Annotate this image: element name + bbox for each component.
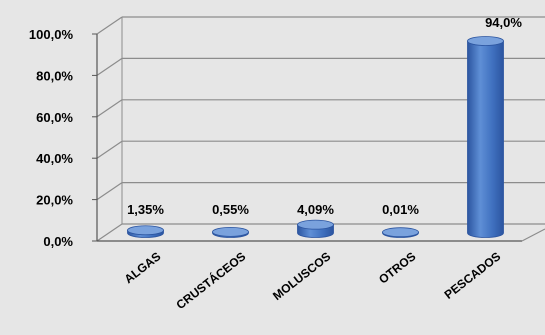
axes: [96, 17, 545, 242]
y-tick-label: 100,0%: [29, 27, 74, 42]
x-tick-label: OTROS: [376, 249, 418, 286]
x-tick-label: MOLUSCOS: [270, 249, 333, 303]
bar-crustáceos: [212, 226, 249, 238]
bars: [127, 36, 504, 238]
data-label: 0,01%: [382, 202, 419, 217]
gridline: [92, 16, 545, 35]
y-tick-label: 60,0%: [36, 110, 73, 125]
y-tick-label: 0,0%: [43, 234, 73, 249]
bar-moluscos: [297, 219, 334, 238]
x-tick-label: PESCADOS: [442, 249, 504, 302]
floor-right-edge: [521, 228, 545, 242]
x-tick-labels: ALGAS CRUSTÁCEOS MOLUSCOS OTROS PESCADOS: [122, 249, 504, 313]
bar-pescados: [467, 36, 504, 238]
x-tick-label: ALGAS: [122, 249, 164, 286]
x-tick-label: CRUSTÁCEOS: [173, 249, 248, 313]
y-tick-labels: 0,0% 20,0% 40,0% 60,0% 80,0% 100,0%: [29, 27, 74, 249]
data-label: 0,55%: [212, 202, 249, 217]
data-labels: 1,35% 0,55% 4,09% 0,01% 94,0%: [127, 15, 522, 217]
y-tick-label: 40,0%: [36, 151, 73, 166]
bar-otros: [382, 227, 419, 238]
bar-algas: [127, 225, 164, 238]
data-label: 1,35%: [127, 202, 164, 217]
y-tick-label: 20,0%: [36, 193, 73, 208]
data-label: 94,0%: [485, 15, 522, 30]
y-tick-label: 80,0%: [36, 68, 73, 83]
data-label: 4,09%: [297, 202, 334, 217]
